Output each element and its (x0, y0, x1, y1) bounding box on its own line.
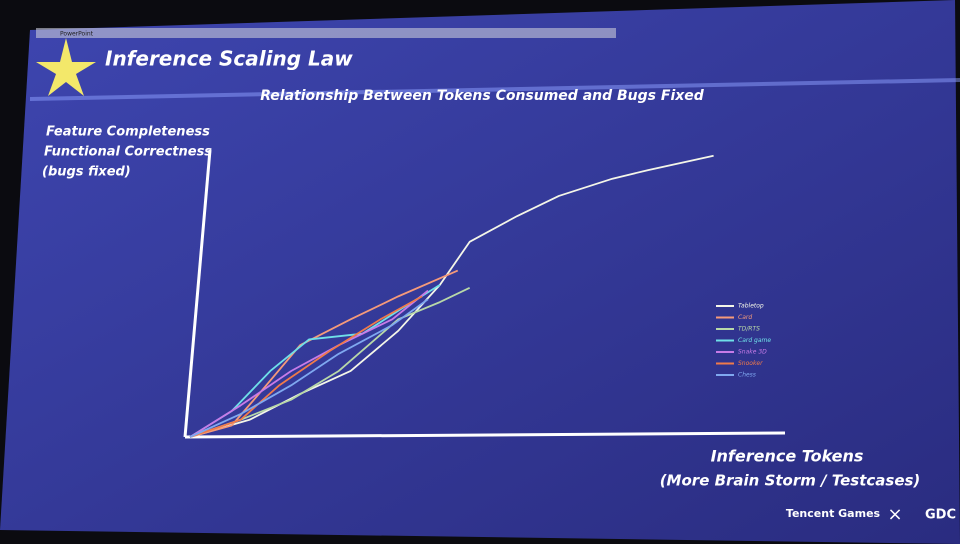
x-axis (184, 431, 786, 439)
footer-brand: Tencent Games (786, 507, 881, 520)
footer-event: GDC (925, 508, 956, 523)
legend-label: Card game (738, 337, 771, 344)
series-line (189, 295, 423, 438)
legend-label: TD/RTS (738, 326, 760, 333)
chart-title: Relationship Between Tokens Consumed and… (260, 88, 705, 104)
x-axis-label: Inference Tokens (711, 447, 864, 466)
legend-label: Chess (738, 372, 756, 379)
y-axis (183, 149, 212, 438)
series-line (189, 298, 429, 438)
series-line (189, 269, 459, 438)
y-axis-label: (bugs fixed) (42, 165, 131, 180)
slide-title: Inference Scaling Law (105, 47, 353, 71)
app-name: PowerPoint (60, 31, 94, 38)
legend-label: Tabletop (738, 303, 764, 310)
legend-label: Snooker (738, 360, 763, 367)
menu-bar (36, 28, 616, 38)
series-line (189, 289, 429, 438)
legend-label: Snake 3D (738, 349, 767, 356)
header-rule (30, 78, 960, 101)
series-line (189, 154, 714, 438)
logo-star (36, 38, 96, 96)
legend-label: Card (738, 314, 752, 321)
y-axis-label: Functional Correctness (44, 145, 212, 160)
x-axis-label: (More Brain Storm / Testcases) (660, 472, 921, 490)
footer-separator: × (887, 504, 902, 525)
y-axis-label: Feature Completeness (46, 125, 210, 140)
